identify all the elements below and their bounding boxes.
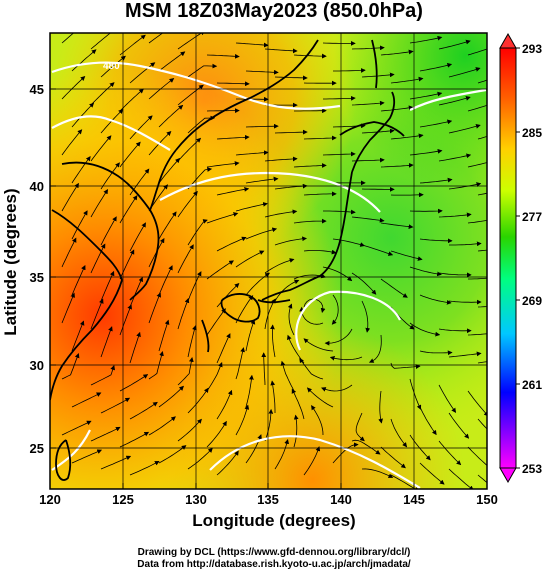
colorbar-max-triangle — [499, 32, 517, 49]
colorbar-tick-label: 293 — [522, 42, 542, 56]
y-tick-label: 30 — [30, 358, 44, 373]
colorbar-min-triangle — [499, 467, 517, 484]
x-axis-label: Longitude (degrees) — [192, 511, 356, 530]
x-tick-label: 140 — [330, 492, 352, 507]
credit-data: Data from http://database.rish.kyoto-u.a… — [137, 559, 411, 570]
x-tick-label: 130 — [185, 492, 207, 507]
colorbar: 293 285 277 269 261 253 — [499, 32, 542, 484]
contour-label: 480 — [103, 61, 120, 72]
y-axis-label: Latitude (degrees) — [1, 188, 20, 336]
x-tick-label: 120 — [39, 492, 61, 507]
colorbar-tick-label: 285 — [522, 126, 542, 140]
colorbar-tick-label: 277 — [522, 210, 542, 224]
lat-lon-grid — [50, 33, 487, 489]
y-tick-label: 25 — [30, 441, 44, 456]
y-tick-label: 45 — [30, 82, 44, 97]
x-ticks — [49, 483, 488, 489]
x-tick-label: 150 — [476, 492, 498, 507]
wind-streamlines — [61, 33, 487, 489]
colorbar-tick-label: 253 — [522, 462, 542, 476]
x-tick-label: 145 — [403, 492, 425, 507]
x-tick-label: 135 — [257, 492, 279, 507]
height-contours — [51, 61, 487, 489]
colorbar-tick-label: 261 — [522, 378, 542, 392]
x-tick-label: 125 — [112, 492, 134, 507]
y-tick-label: 35 — [30, 270, 44, 285]
colorbar-tick-label: 269 — [522, 294, 542, 308]
map-title: MSM 18Z03May2023 (850.0hPa) — [125, 0, 423, 22]
y-tick-label: 40 — [30, 179, 44, 194]
y-ticks — [50, 88, 56, 449]
credit-drawing: Drawing by DCL (https://www.gfd-dennou.o… — [137, 547, 411, 558]
temperature-field — [50, 33, 487, 489]
